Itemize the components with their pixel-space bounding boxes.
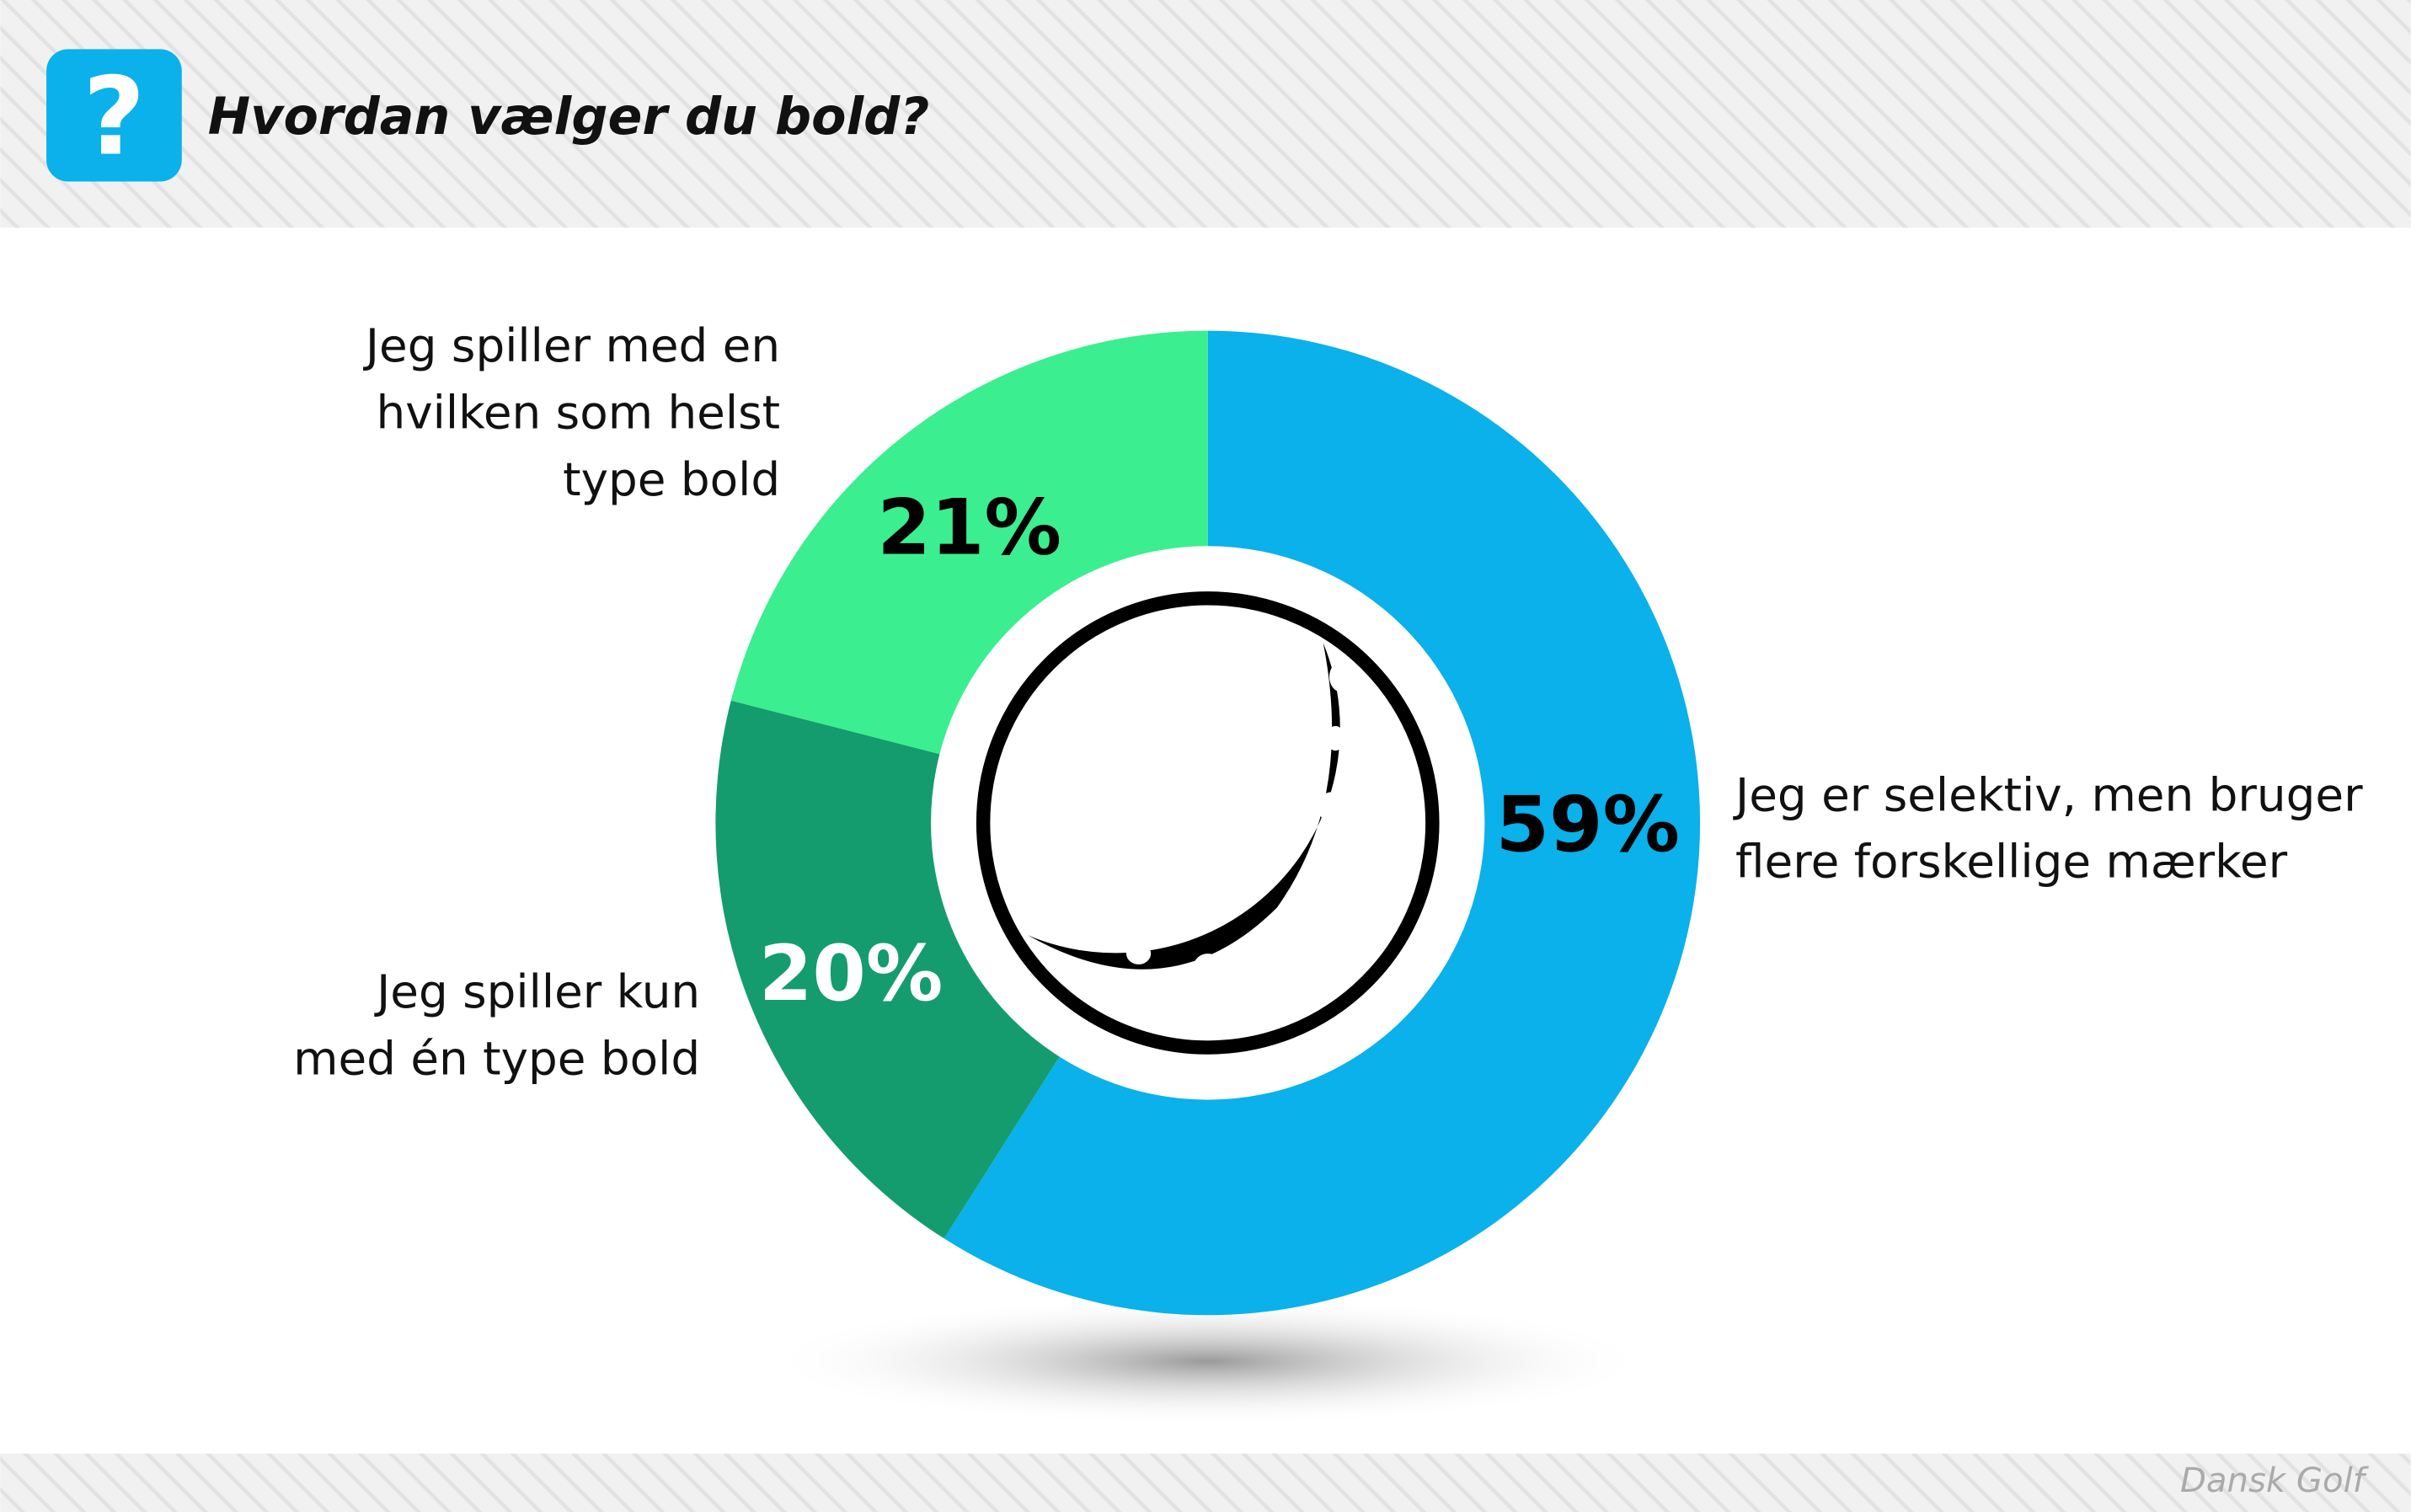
value-label: 20%: [759, 928, 944, 1018]
golf-ball: [976, 591, 1440, 1055]
question-icon: [46, 49, 182, 182]
question-mark: ?: [83, 55, 145, 180]
category-label: Jeg spiller kun med én type bold: [293, 964, 700, 1085]
chart-title: Hvordan vælger du bold?: [208, 88, 929, 147]
category-label: Jeg er selektiv, men bruger flere forskel…: [1733, 767, 2363, 888]
header-band: [0, 0, 2411, 228]
dimples: [1064, 661, 1414, 1029]
shadow: [762, 1296, 1655, 1426]
value-label: 21%: [877, 482, 1061, 572]
value-label: 59%: [1496, 779, 1681, 869]
category-label: Jeg spiller med en hvilken som helst type …: [363, 318, 780, 506]
ball-outline: [976, 591, 1440, 1055]
source: Dansk Golf: [2180, 1461, 2370, 1500]
footer-band: [0, 1453, 2411, 1512]
